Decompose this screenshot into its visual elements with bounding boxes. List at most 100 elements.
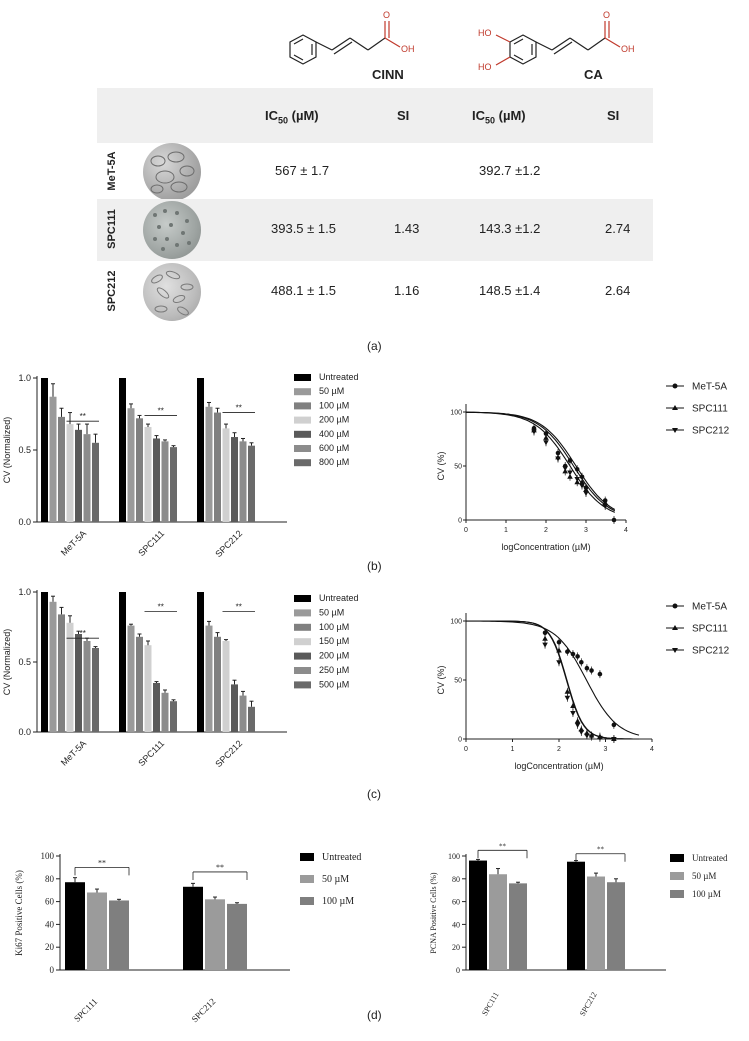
data-point — [578, 729, 585, 735]
y-tick-label: 0 — [458, 737, 462, 744]
legend-label: MeT-5A — [692, 602, 727, 613]
data-point — [531, 429, 537, 435]
significance-label: ** — [236, 404, 242, 413]
y-tick-label: 1.0 — [18, 373, 31, 383]
legend-swatch — [670, 890, 684, 898]
bar — [170, 701, 177, 732]
ca-o-label: O — [603, 10, 610, 20]
bar — [161, 441, 169, 522]
x-axis-label: logConcentration (µM) — [514, 761, 603, 771]
significance-label: ** — [80, 629, 86, 638]
panel-label-d: (d) — [367, 1008, 382, 1022]
y-tick-label: 80 — [452, 875, 460, 884]
chart-d-ki67: 0 20 40 60 80 100 Ki67 Positive Cells (%) ** SPC… — [14, 851, 290, 1024]
y-axis-label: CV (Normalized) — [2, 417, 12, 484]
x-tick-label: 1 — [511, 746, 515, 753]
spc111-cinn-ic50: 393.5 ± 1.5 — [271, 221, 336, 236]
chart-b-curve: 0 1 2 3 4 0 50 100 CV (%) logConcentration (µM) — [436, 404, 628, 552]
legend-swatch — [294, 388, 311, 396]
y-tick-label: 60 — [45, 897, 55, 907]
data-point — [542, 630, 548, 636]
category-label: MeT-5A — [59, 738, 88, 767]
data-point — [597, 671, 603, 677]
bar — [248, 706, 255, 732]
bar — [41, 592, 48, 732]
data-point — [570, 702, 576, 708]
data-point — [575, 654, 580, 659]
data-point — [589, 668, 594, 673]
bar — [136, 418, 143, 522]
x-tick-label: 4 — [650, 746, 654, 753]
spc212-cinn-si: 1.16 — [394, 283, 420, 298]
bar — [197, 378, 204, 522]
fit-curve — [466, 620, 639, 740]
ca-name: CA — [584, 67, 603, 82]
y-tick-label: 40 — [45, 919, 55, 929]
bar — [136, 636, 143, 732]
x-tick-label: 2 — [557, 746, 561, 753]
data-point — [543, 440, 549, 446]
header-si-ca: SI — [607, 108, 620, 123]
legend-swatch — [294, 667, 311, 674]
legend-label: 100 µM — [322, 896, 354, 907]
data-point — [555, 456, 561, 462]
y-tick-label: 100 — [41, 851, 55, 861]
data-point — [583, 491, 589, 496]
cell-image-met5a — [143, 143, 201, 201]
x-tick-label: 0 — [464, 527, 468, 534]
legend-swatch — [670, 872, 684, 880]
chart-b-bar: 0.0 0.5 1.0 CV (Normalized) ** MeT-5A ** SPC111… — [2, 373, 287, 559]
data-point — [564, 695, 571, 701]
row-label-spc212: SPC212 — [106, 270, 118, 312]
bar — [58, 416, 65, 522]
data-point — [555, 450, 561, 456]
legend-label: 50 µM — [319, 607, 344, 617]
data-point — [597, 735, 603, 741]
legend-c: Untreated 50 µM 100 µM 150 µM 200 µM 250 µM 50… — [294, 593, 359, 689]
legend-swatch — [294, 638, 311, 646]
bar — [66, 622, 74, 732]
ca-ho1-label: HO — [478, 28, 492, 38]
significance-label: ** — [499, 842, 507, 850]
data-point — [574, 722, 581, 728]
bar — [153, 438, 160, 522]
bar — [92, 442, 99, 522]
chart-d-pcna: 0 20 40 60 80 100 PCNA Positive Cells (%) ** SPC… — [429, 842, 666, 1018]
legend-label: 400 µM — [319, 429, 349, 439]
legend-label: SPC111 — [692, 624, 728, 635]
met5a-ca-ic50: 392.7 ±1.2 — [479, 163, 541, 178]
legend-label: 100 µM — [692, 889, 721, 899]
y-tick-label: 50 — [454, 464, 462, 471]
legend-label: 500 µM — [319, 679, 349, 689]
y-axis-label: CV (%) — [436, 451, 446, 480]
y-tick-label: 0 — [458, 518, 462, 525]
bar — [83, 641, 91, 732]
y-tick-label: 20 — [452, 943, 460, 952]
y-tick-label: 20 — [45, 942, 55, 952]
legend-swatch — [300, 853, 314, 861]
significance-label: ** — [80, 412, 86, 421]
x-tick-label: 0 — [464, 746, 468, 753]
ca-structure: HO HO O OH — [478, 10, 635, 72]
panel-label-b: (b) — [367, 559, 382, 573]
panel-label-c: (c) — [367, 787, 381, 801]
data-point — [584, 665, 590, 671]
legend-swatch — [294, 623, 311, 631]
panel-label-a: (a) — [367, 339, 382, 353]
spc212-cinn-ic50: 488.1 ± 1.5 — [271, 283, 336, 298]
significance-label: ** — [158, 406, 164, 415]
data-point — [570, 651, 576, 657]
bar — [127, 408, 135, 522]
data-point — [542, 642, 548, 648]
legend-label: 100 µM — [319, 622, 349, 632]
legend-label: Untreated — [319, 372, 359, 382]
x-tick-label: 3 — [604, 746, 608, 753]
legend-label: 250 µM — [319, 665, 349, 675]
bar — [65, 882, 85, 970]
bar — [75, 429, 82, 522]
met5a-cinn-ic50: 567 ± 1.7 — [275, 163, 330, 178]
legend-swatch — [294, 374, 311, 381]
bar — [205, 406, 213, 522]
significance-label: ** — [98, 858, 106, 867]
bar — [109, 900, 129, 970]
